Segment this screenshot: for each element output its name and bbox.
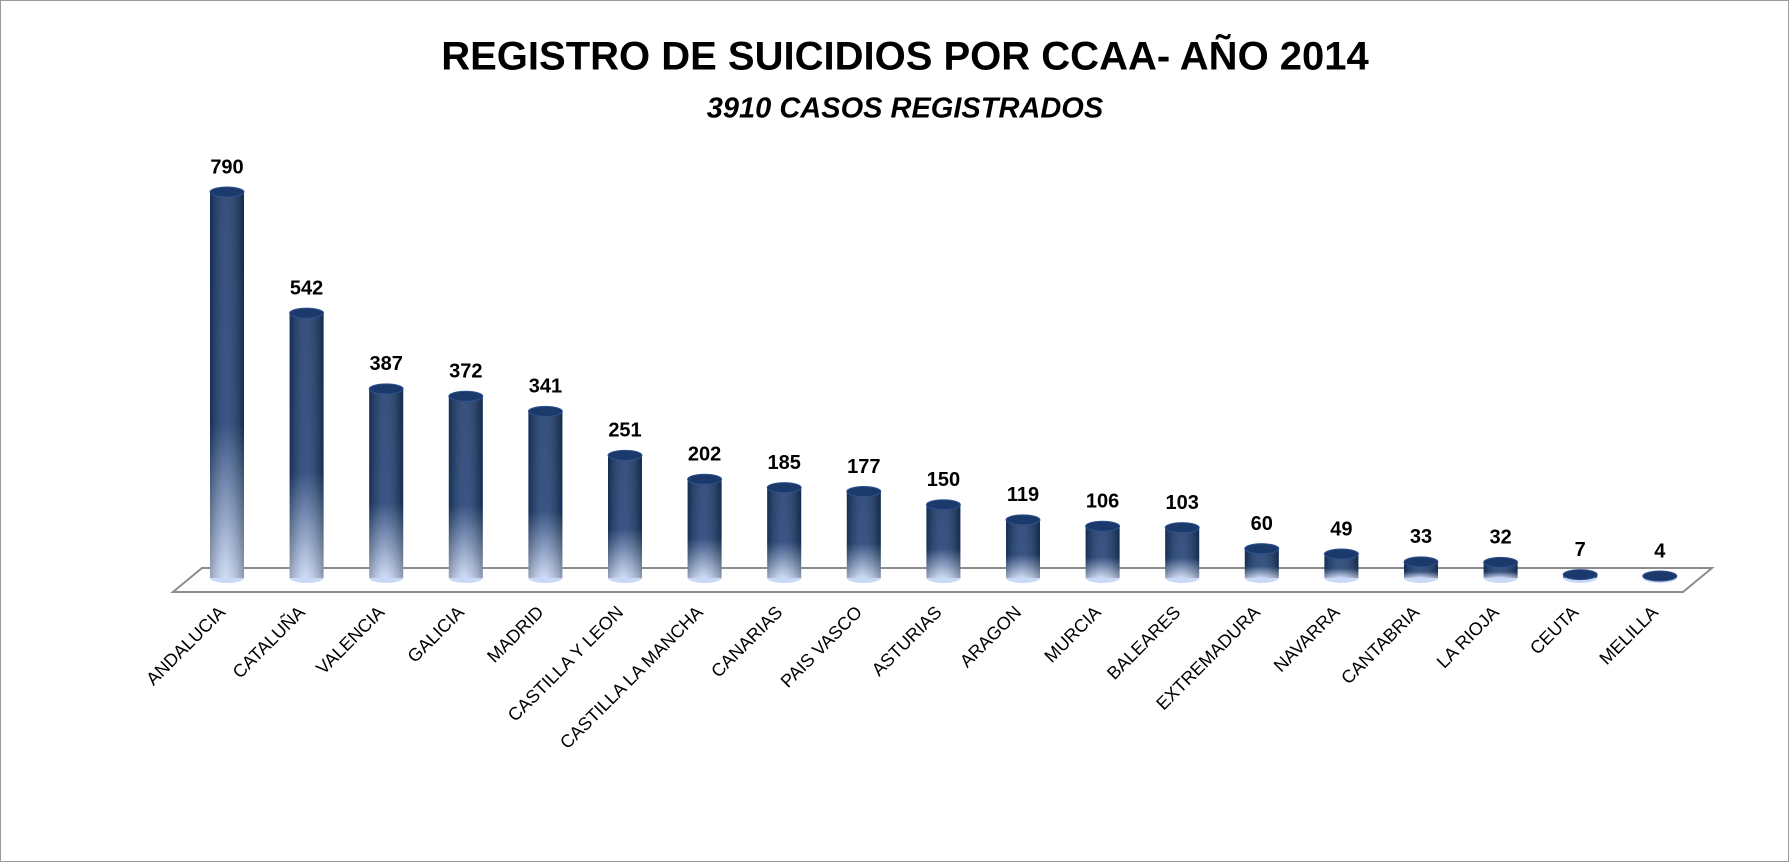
data-label: 387	[370, 353, 403, 375]
bar-top	[766, 482, 802, 494]
data-label: 103	[1166, 492, 1199, 514]
bar-shade	[767, 487, 802, 578]
bar-shade	[926, 504, 961, 578]
bar-top	[209, 186, 245, 198]
bar-shade	[1324, 554, 1359, 578]
chart-title: REGISTRO DE SUICIDIOS POR CCAA- AÑO 2014	[441, 33, 1369, 79]
data-label: 341	[529, 376, 562, 398]
bar-shade	[1085, 526, 1120, 578]
bar-shade	[210, 192, 244, 578]
bar-top	[607, 449, 643, 461]
data-label: 60	[1251, 513, 1273, 535]
data-label: 33	[1410, 526, 1432, 548]
bar-top	[289, 307, 325, 319]
data-label: 49	[1330, 518, 1352, 540]
data-label: 32	[1489, 527, 1511, 549]
data-label: 251	[608, 420, 641, 442]
bar-top	[1005, 514, 1041, 526]
data-label: 202	[688, 444, 721, 466]
bar-shade	[1165, 527, 1200, 578]
data-label: 119	[1007, 484, 1039, 506]
bar-top	[527, 405, 563, 417]
data-label: 177	[847, 456, 880, 478]
bar-top	[1483, 556, 1519, 568]
bar-top	[1403, 556, 1439, 568]
data-label: 150	[927, 469, 960, 491]
data-label: 185	[768, 452, 801, 474]
data-label: 372	[449, 361, 482, 383]
bar-top	[1244, 543, 1280, 555]
bar-shade	[608, 455, 642, 578]
bar-top	[368, 383, 404, 395]
bar-top	[1085, 520, 1121, 532]
bar-top	[1562, 569, 1598, 581]
chart-subtitle: 3910 CASOS REGISTRADOS	[707, 93, 1104, 125]
data-label: 790	[210, 156, 243, 178]
bar-shade	[687, 479, 722, 578]
bar-top	[846, 486, 882, 498]
bar-top	[448, 390, 484, 402]
data-label: 542	[290, 277, 323, 299]
bar-shade	[846, 491, 881, 578]
bar-shade	[289, 313, 324, 578]
data-label: 4	[1654, 540, 1666, 562]
data-label: 106	[1086, 490, 1119, 512]
bar-shade	[528, 411, 563, 578]
bar-top	[925, 499, 961, 511]
data-label: 7	[1575, 539, 1586, 561]
bar-top	[1164, 522, 1200, 534]
bar-top	[1642, 570, 1678, 582]
bar-shade	[448, 396, 483, 578]
bar-top	[1323, 548, 1359, 560]
bar-top	[687, 473, 723, 485]
bar-shade	[369, 388, 404, 578]
bar-shade	[1006, 519, 1040, 578]
